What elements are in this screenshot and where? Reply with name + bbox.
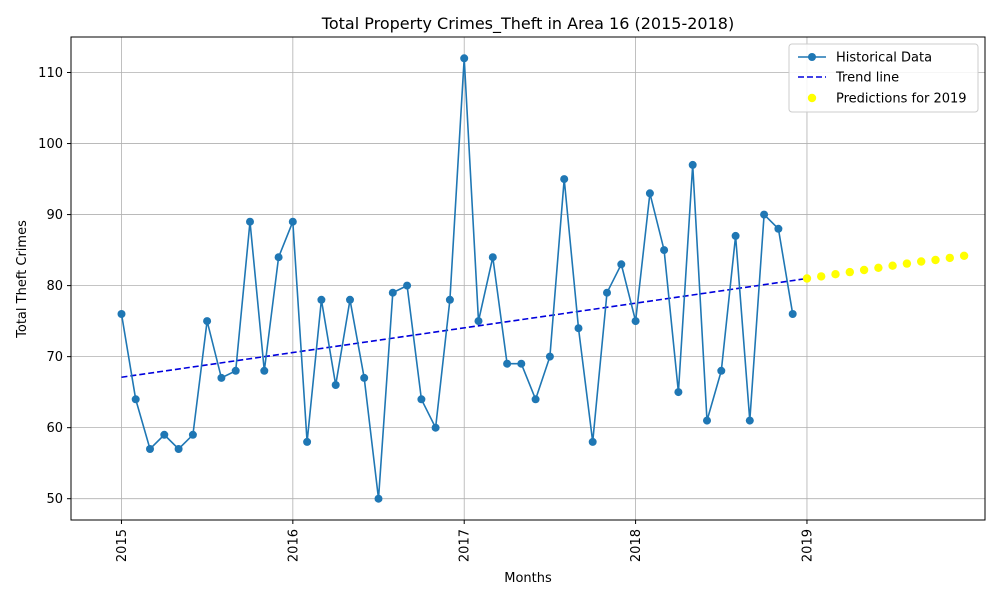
grid: [71, 37, 985, 520]
prediction-point: [931, 255, 940, 265]
historical-data-point: [303, 437, 312, 446]
historical-data-point: [717, 366, 726, 375]
historical-data-point: [331, 381, 340, 389]
historical-data-point: [560, 175, 569, 184]
historical-data-point: [288, 217, 297, 226]
historical-data-point: [745, 416, 754, 425]
prediction-point: [874, 263, 883, 272]
prediction-point: [959, 251, 969, 260]
y-axis-ticks: 50 60 70 80 90 100 110: [38, 66, 71, 507]
historical-data-point: [574, 324, 583, 333]
historical-data-point: [788, 310, 797, 318]
historical-data-point: [317, 295, 326, 304]
x-tick-label: 2017: [458, 529, 473, 562]
historical-data-point: [703, 416, 711, 425]
prediction-point: [817, 272, 826, 281]
y-tick-label: 90: [46, 208, 63, 223]
x-tick-label: 2015: [115, 529, 130, 562]
historical-data-point: [346, 295, 354, 304]
plot-frame: [70, 36, 986, 521]
historical-data-point: [246, 217, 254, 226]
historical-data-point: [417, 395, 426, 404]
historical-data-point: [503, 359, 512, 368]
prediction-point: [902, 259, 912, 268]
x-tick-label: 2016: [286, 529, 301, 562]
historical-data-point: [688, 160, 697, 169]
historical-data-point: [174, 445, 183, 453]
historical-data-point: [374, 494, 383, 503]
x-axis-ticks: 2015 2016 2017 2018 2019: [115, 520, 815, 562]
historical-data-point: [660, 246, 669, 255]
y-tick-label: 60: [46, 421, 63, 436]
y-tick-label: 100: [38, 137, 63, 152]
historical-data-point: [403, 281, 412, 290]
trend-line: [121, 277, 808, 379]
historical-series-group: [117, 54, 797, 503]
historical-data-point: [117, 310, 126, 318]
historical-data-point: [517, 359, 526, 368]
legend-label: Historical Data: [836, 51, 932, 66]
historical-data-point: [631, 317, 640, 326]
legend-prediction-swatch: [807, 93, 817, 103]
legend-box: [788, 43, 979, 113]
prediction-point: [845, 267, 854, 277]
historical-data-point: [203, 317, 212, 326]
y-tick-label: 110: [38, 66, 63, 81]
historical-data-point: [431, 423, 440, 432]
historical-data-point: [231, 366, 240, 375]
historical-data-point: [360, 373, 369, 382]
y-tick-label: 50: [46, 492, 63, 507]
historical-data-point: [774, 224, 783, 233]
historical-data-point: [603, 288, 611, 297]
historical-data-point: [731, 231, 740, 240]
legend-label: Trend line: [835, 71, 899, 86]
historical-data-point: [188, 430, 197, 439]
historical-data-point: [645, 189, 654, 198]
historical-data-point: [217, 373, 226, 382]
historical-data-point: [488, 253, 497, 262]
x-tick-label: 2018: [629, 529, 644, 562]
prediction-point: [859, 265, 869, 275]
historical-data-point: [588, 437, 597, 446]
historical-data-point: [617, 260, 626, 269]
prediction-point: [802, 274, 812, 283]
historical-data-point: [531, 395, 540, 404]
historical-data-point: [131, 395, 140, 404]
prediction-series-group: [802, 251, 969, 283]
trend-line-group: [121, 277, 808, 379]
historical-data-point: [545, 352, 554, 361]
prediction-point: [888, 261, 897, 270]
historical-data-point: [445, 295, 454, 304]
prediction-point: [917, 257, 926, 266]
historical-data-point: [460, 54, 469, 63]
y-tick-label: 70: [46, 350, 63, 365]
historical-data-point: [388, 288, 397, 297]
y-axis-label: Total Theft Crimes: [15, 220, 30, 339]
y-tick-label: 80: [46, 279, 63, 294]
legend-label: Predictions for 2019: [836, 92, 967, 107]
legend-historical-marker: [808, 53, 816, 61]
historical-data-point: [474, 317, 483, 326]
x-tick-label: 2019: [800, 529, 815, 562]
historical-data-point: [260, 366, 269, 375]
historical-data-point: [274, 253, 283, 262]
legend: Historical Data Trend line Predictions for…: [788, 43, 979, 113]
x-axis-label: Months: [504, 571, 552, 586]
historical-data-point: [160, 430, 169, 439]
prediction-point: [831, 270, 840, 279]
historical-data-point: [674, 388, 683, 397]
prediction-point: [945, 253, 954, 263]
historical-data-point: [760, 210, 769, 219]
historical-data-point: [146, 445, 154, 453]
chart-title: Total Property Crimes_Theft in Area 16 (…: [321, 14, 734, 34]
